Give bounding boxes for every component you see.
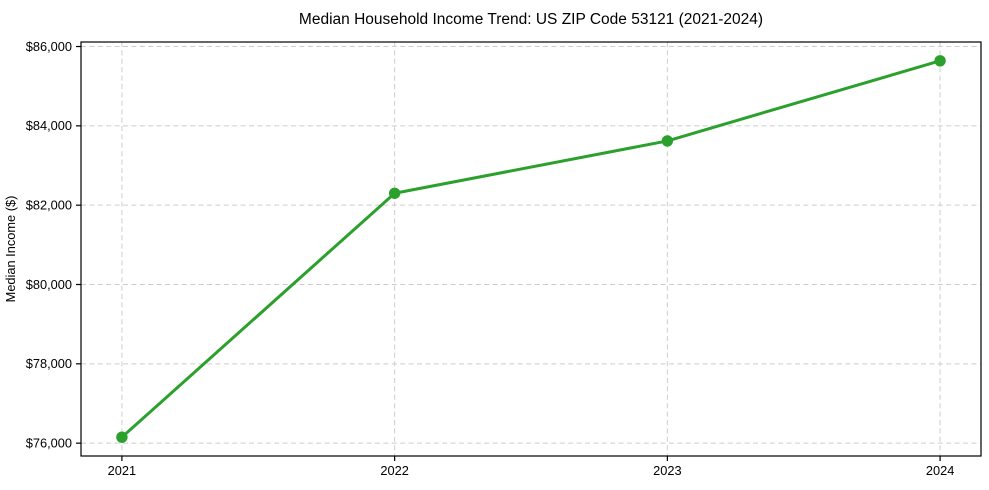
grid-layer xyxy=(81,42,981,456)
x-tick-label: 2023 xyxy=(653,463,681,478)
data-point-2022 xyxy=(388,187,401,199)
data-point-2021 xyxy=(116,431,128,443)
y-tick-label: $78,000 xyxy=(26,356,72,371)
y-tick-label: $76,000 xyxy=(26,436,72,451)
chart-title: Median Household Income Trend: US ZIP Co… xyxy=(299,11,763,28)
y-tick-label: $80,000 xyxy=(26,277,72,292)
y-tick-label: $84,000 xyxy=(26,118,72,133)
data-point-2023 xyxy=(661,135,674,147)
axes-layer: $76,000 $78,000 $80,000 $82,000 $84,000 $86,0… xyxy=(26,39,982,478)
series-layer xyxy=(116,55,946,443)
plot-border xyxy=(80,41,982,457)
x-tick-label: 2024 xyxy=(926,463,954,478)
y-tick-label: $86,000 xyxy=(26,39,72,54)
x-tick-label: 2021 xyxy=(108,463,136,478)
data-point-2024 xyxy=(934,55,946,67)
y-axis-label: Median Income ($) xyxy=(3,196,18,303)
y-tick-label: $82,000 xyxy=(26,198,72,213)
x-tick-label: 2022 xyxy=(380,463,408,478)
trend-line-median-household-income xyxy=(120,59,942,439)
